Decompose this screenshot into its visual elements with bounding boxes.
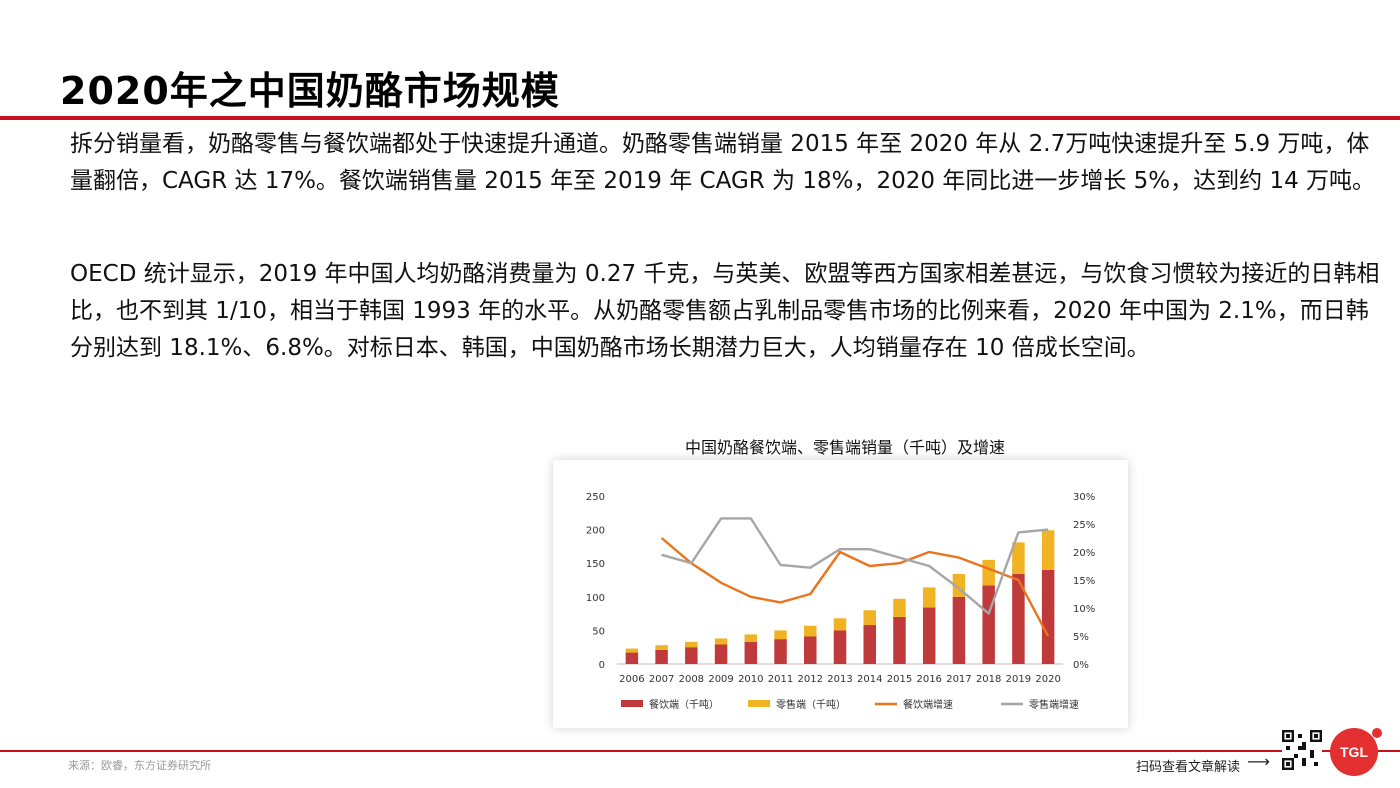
y-right-tick-label: 20% xyxy=(1073,548,1095,559)
x-tick-label: 2018 xyxy=(976,674,1001,685)
bar-catering xyxy=(625,652,639,664)
legend-label: 零售端增速 xyxy=(1029,698,1079,711)
bar-retail xyxy=(655,645,668,650)
y-left-tick-label: 100 xyxy=(586,593,605,604)
brand-logo: TGL xyxy=(1330,728,1378,776)
bar-retail xyxy=(1012,542,1025,574)
y-left-tick-label: 250 xyxy=(586,492,605,503)
bar-retail xyxy=(774,630,787,640)
y-left-tick-label: 200 xyxy=(586,526,605,537)
x-tick-label: 2011 xyxy=(768,674,793,685)
bar-catering xyxy=(922,607,936,664)
y-right-tick-label: 15% xyxy=(1073,576,1095,587)
paragraph-sales-split: 拆分销量看，奶酪零售与餐饮端都处于快速提升通道。奶酪零售端销量 2015 年至 … xyxy=(70,131,1376,194)
arrow-right-icon: ⟶ xyxy=(1247,752,1270,771)
bar-catering xyxy=(863,625,876,664)
x-tick-label: 2020 xyxy=(1035,674,1060,685)
bar-catering xyxy=(655,649,668,664)
legend-label: 零售端（千吨） xyxy=(776,698,846,711)
title-divider xyxy=(0,116,1400,120)
bar-catering xyxy=(774,639,787,664)
bar-retail xyxy=(804,625,817,637)
bar-catering xyxy=(833,630,847,664)
source-note: 来源：欧睿，东方证券研究所 xyxy=(68,759,211,772)
x-tick-label: 2019 xyxy=(1006,674,1031,685)
footer-divider xyxy=(0,750,1400,752)
logo-dot xyxy=(1372,728,1382,738)
qr-label: 扫码查看文章解读 xyxy=(1136,760,1241,775)
bar-catering xyxy=(804,636,817,664)
bar-catering xyxy=(982,585,995,664)
bar-retail xyxy=(982,559,995,586)
bar-catering xyxy=(893,616,906,664)
chart-container: 0 50 100 150 200 250 0% 5% 10% 15% 20% 25% 30% 2006 20… xyxy=(553,460,1128,728)
legend-label: 餐饮端（千吨） xyxy=(649,698,719,711)
bar-catering xyxy=(685,647,698,664)
x-tick-label: 2006 xyxy=(619,674,644,685)
y-left-tick-label: 50 xyxy=(592,626,605,637)
x-tick-label: 2012 xyxy=(798,674,823,685)
line-retail-growth xyxy=(661,517,1049,615)
legend-swatch-catering xyxy=(621,700,643,707)
bar-retail xyxy=(893,598,906,617)
y-right-tick-label: 25% xyxy=(1073,520,1095,531)
x-tick-label: 2013 xyxy=(827,674,852,685)
legend-label: 餐饮端增速 xyxy=(903,698,953,711)
x-tick-label: 2014 xyxy=(857,674,882,685)
bar-retail xyxy=(714,638,728,645)
y-right-tick-label: 10% xyxy=(1073,604,1095,615)
y-right-tick-label: 0% xyxy=(1073,660,1089,671)
line-catering-growth xyxy=(660,537,1050,637)
x-tick-label: 2017 xyxy=(946,674,971,685)
legend-swatch-retail xyxy=(748,700,770,707)
page-title: 2020年之中国奶酪市场规模 xyxy=(60,69,560,113)
bar-retail xyxy=(922,587,936,608)
chart-title: 中国奶酪餐饮端、零售端销量（千吨）及增速 xyxy=(684,438,1005,457)
bar-retail xyxy=(685,641,698,648)
bar-catering xyxy=(744,641,758,664)
y-right-tick-label: 30% xyxy=(1073,492,1095,503)
bar-catering xyxy=(1012,573,1025,664)
y-left-tick-label: 150 xyxy=(586,559,605,570)
bar-retail xyxy=(833,618,847,631)
bar-retail xyxy=(863,610,876,626)
x-tick-label: 2007 xyxy=(649,674,674,685)
cheese-sales-chart: 0 50 100 150 200 250 0% 5% 10% 15% 20% 25% 30% 2006 20… xyxy=(586,492,1095,711)
bar-retail xyxy=(744,634,758,642)
x-tick-label: 2009 xyxy=(708,674,733,685)
bar-catering xyxy=(1041,569,1055,664)
bar-retail xyxy=(1041,530,1055,570)
x-tick-label: 2016 xyxy=(916,674,941,685)
paragraph-oecd: OECD 统计显示，2019 年中国人均奶酪消费量为 0.27 千克，与英美、欧… xyxy=(70,261,1380,361)
x-tick-label: 2008 xyxy=(679,674,704,685)
y-right-tick-label: 5% xyxy=(1073,632,1089,643)
y-left-tick-label: 0 xyxy=(599,660,605,671)
x-tick-label: 2010 xyxy=(738,674,763,685)
bar-retail xyxy=(625,648,639,653)
bar-catering xyxy=(952,596,966,664)
bar-catering xyxy=(714,644,728,664)
qr-code-icon[interactable] xyxy=(1282,730,1322,770)
x-tick-label: 2015 xyxy=(887,674,912,685)
